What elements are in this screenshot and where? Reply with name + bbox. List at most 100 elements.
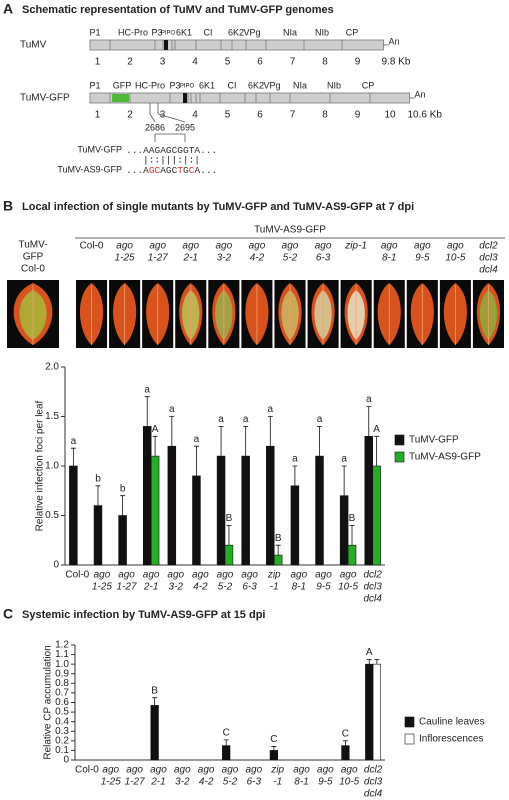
sequence-segment: AGC	[160, 165, 177, 176]
x-tick-label: 3-2	[169, 582, 184, 593]
x-tick-label: ago	[241, 570, 258, 581]
protein-label: PIPO	[180, 84, 195, 90]
genotype-label: 9-5	[415, 253, 430, 264]
error-bar	[275, 544, 281, 556]
x-tick-label: ago	[293, 765, 310, 776]
x-tick-label: 8-1	[294, 777, 308, 788]
error-bar	[70, 447, 76, 466]
panel-title: Local infection of single mutants by TuM…	[22, 201, 414, 213]
protein-label: PIPO	[161, 31, 176, 37]
significance-label: a	[71, 436, 77, 447]
y-tick-label: 0.1	[55, 745, 69, 756]
error-bar	[342, 740, 348, 746]
genotype-label: ago	[315, 241, 332, 252]
genotype-label: ago	[182, 241, 199, 252]
significance-label: a	[268, 404, 274, 415]
significance-label: a	[341, 454, 347, 465]
error-bar	[193, 445, 199, 476]
legend-label: TuMV-GFP	[409, 435, 459, 446]
legend-label: TuMV-AS9-GFP	[409, 452, 481, 463]
bar	[372, 663, 382, 761]
bar	[273, 554, 283, 566]
significance-label: a	[292, 454, 298, 465]
protein-label: P3	[169, 80, 180, 90]
x-tick-label: ago	[317, 765, 334, 776]
gfp-block	[112, 94, 129, 102]
genotype-label: 1-25	[115, 253, 135, 264]
protein-label: VPg	[263, 80, 280, 90]
sequence-segment: A...	[194, 165, 217, 176]
bar	[365, 663, 374, 761]
x-tick-label: ago	[222, 765, 239, 776]
kb-tick-label: 10	[384, 110, 396, 121]
x-tick-label: dcl4	[364, 594, 383, 605]
bar	[150, 705, 159, 761]
x-tick-label: 10-5	[339, 777, 359, 788]
x-tick-label: zip	[270, 765, 284, 776]
significance-label: A	[366, 647, 373, 658]
genome-length: 10.6 Kb	[408, 110, 443, 121]
pipo-block	[164, 40, 168, 50]
x-tick-label: dcl2	[364, 765, 383, 776]
genotype-label: 6-3	[316, 253, 331, 264]
protein-label: 6K1	[176, 27, 192, 37]
bar	[118, 515, 127, 566]
y-tick-label: 0.2	[55, 735, 69, 746]
genotype-label: dcl2	[479, 241, 498, 252]
kb-tick-label: 3	[160, 57, 166, 68]
significance-label: A	[152, 424, 159, 435]
error-bar	[341, 465, 347, 496]
error-bar	[271, 746, 277, 751]
genotype-label: ago	[216, 241, 233, 252]
kb-tick-label: 4	[192, 110, 198, 121]
leaf-header: TuMV-AS9-GFP	[254, 225, 326, 236]
error-bar	[120, 495, 126, 516]
error-bar	[226, 525, 232, 546]
bar	[315, 455, 324, 566]
x-tick-label: -1	[270, 582, 279, 593]
bar	[341, 745, 350, 761]
x-tick-label: Col-0	[75, 765, 99, 776]
protein-label: 6K1	[199, 80, 215, 90]
x-tick-label: 8-1	[292, 582, 306, 593]
sequence-name: TuMV-AS9-GFP	[57, 164, 122, 174]
bar	[290, 485, 300, 566]
sequence-segment: G	[183, 165, 189, 176]
error-bar	[218, 426, 224, 457]
protein-label: 6K2	[228, 27, 244, 37]
y-tick-label: 1.1	[55, 649, 69, 660]
x-tick-label: ago	[198, 765, 215, 776]
x-tick-label: ago	[102, 765, 119, 776]
protein-label: NIa	[293, 80, 307, 90]
error-bar	[267, 416, 273, 447]
x-tick-label: 9-5	[316, 582, 331, 593]
kb-tick-label: 5	[225, 57, 231, 68]
x-tick-label: 4-2	[193, 582, 208, 593]
kb-tick-label: 1	[95, 57, 101, 68]
significance-label: a	[194, 434, 200, 445]
genotype-label: 1-27	[148, 253, 168, 264]
protein-label: P1	[89, 80, 100, 90]
bar	[224, 544, 234, 566]
x-tick-label: 3-2	[175, 777, 190, 788]
y-tick-label: 0.6	[55, 697, 69, 708]
y-tick-label: 0.7	[55, 688, 69, 699]
bar	[241, 455, 250, 566]
genotype-label: ago	[381, 241, 398, 252]
bar	[266, 445, 275, 566]
x-tick-label: 5-2	[223, 777, 238, 788]
bar	[192, 475, 201, 566]
significance-label: C	[342, 728, 349, 739]
x-tick-label: 10-5	[338, 582, 358, 593]
genotype-label: 2-1	[183, 253, 198, 264]
legend-label: Cauline leaves	[419, 717, 485, 728]
x-tick-label: ago	[315, 570, 332, 581]
kb-tick-label: 4	[192, 57, 198, 68]
protein-label: CI	[228, 80, 237, 90]
genotype-label: 8-1	[382, 253, 396, 264]
bar	[216, 455, 226, 566]
x-tick-label: 1-25	[101, 777, 121, 788]
sequence-segment: GC	[149, 165, 161, 176]
significance-label: B	[275, 533, 282, 544]
